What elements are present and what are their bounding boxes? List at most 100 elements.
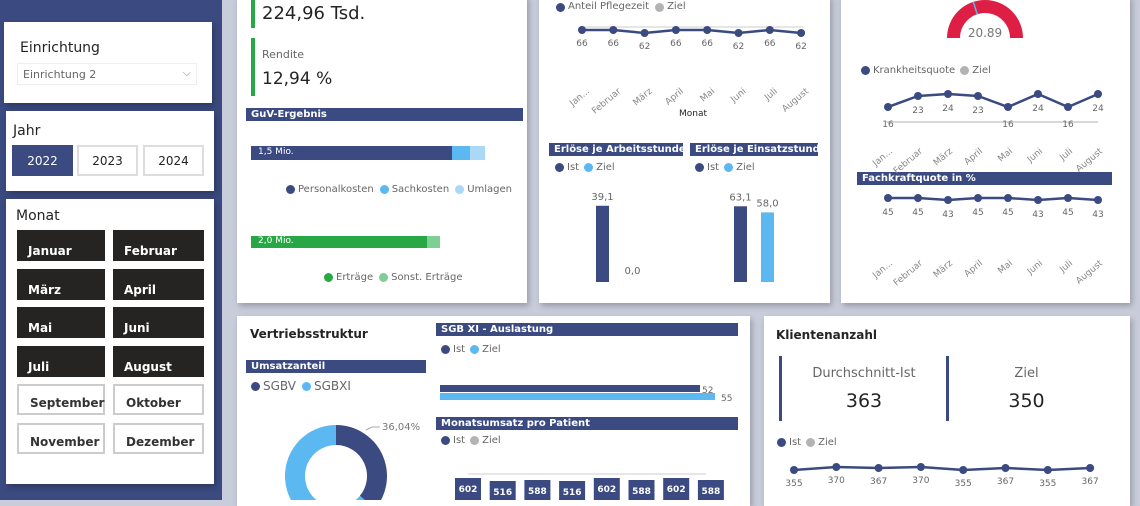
monatsumsatz-value: 516 [493,488,512,498]
klienten-point [959,466,968,474]
krankheit-legend: Krankheitsquote Ziel [861,65,991,76]
klienten-data-label: 370 [828,476,845,486]
cost-bar-label: 1,5 Mio. [258,147,294,157]
erloese-einsatz-data-label: 58,0 [756,198,778,209]
legend-ziel: Ziel [596,162,615,173]
pflegezeit-point [578,26,586,34]
legend-dot [324,273,333,282]
personalkosten-bar[interactable]: 1,5 Mio. [251,146,452,160]
fachkraft-point [914,194,922,202]
month-button-februar[interactable]: Februar [113,230,204,261]
pflegezeit-line [582,28,802,35]
pflegezeit-data-label: 66 [608,39,620,49]
donut-slice-sgbv [336,425,387,500]
month-button-april[interactable]: April [113,268,204,300]
fachkraft-header: Fachkraftquote in % [857,172,1112,185]
pflegezeit-x-tick: Jan... [568,87,592,110]
sonst-ertraege-bar[interactable] [427,236,440,248]
fachkraft-point [1094,196,1102,204]
pflegezeit-point [703,26,712,34]
ertraege-bar[interactable]: 2,0 Mio. [251,236,427,248]
krankheit-data-label: 23 [972,106,983,116]
einrichtung-label: Einrichtung [20,40,100,56]
month-button-januar[interactable]: Januar [17,230,105,261]
legend-dot [556,2,565,12]
monatsumsatz-box [559,481,586,500]
pflegezeit-point [797,29,806,37]
year-button-2022[interactable]: 2022 [12,145,73,176]
month-button-november[interactable]: November [17,422,105,454]
krankheit-data-label: 24 [1032,104,1044,114]
monatsumsatz-box [628,480,655,500]
legend-ziel: Ziel [972,65,991,76]
einrichtung-dropdown[interactable]: Einrichtung 2 ⌵ [17,63,197,85]
legend-dot [655,2,665,12]
fachkraft-point [1004,194,1012,202]
legend-ziel: Ziel [482,344,501,355]
jahr-label: Jahr [13,123,41,139]
month-button-mai[interactable]: Mai [17,307,105,338]
legend-umlagen: Umlagen [467,184,512,195]
monat-label: Monat [16,208,60,224]
legend-ist: Ist [567,162,580,173]
legend-dot [455,185,465,194]
gauge-arc [947,0,1023,38]
month-button-oktober[interactable]: Oktober [113,384,204,415]
legend-sonst-ertraege: Sonst. Erträge [391,272,463,283]
pflegezeit-data-label: 66 [764,39,776,49]
legend-sachkosten: Sachkosten [391,184,450,195]
sachkosten-bar[interactable] [452,146,470,160]
einrichtung-filter-card: Einrichtung Einrichtung 2 ⌵ [4,22,212,103]
krankheit-point [914,92,922,100]
pflegezeit-x-tick: April [664,87,686,108]
month-button-dezember[interactable]: Dezember [113,422,204,454]
month-button-september[interactable]: September [17,384,105,415]
month-button-juni[interactable]: Juni [113,307,204,338]
legend-ziel: Ziel [482,435,501,446]
pflegezeit-data-label: 62 [795,42,806,52]
donut-leader-line [365,426,380,431]
gauge-target-marker [972,1,978,15]
krankheit-x-tick: Februar [892,146,925,176]
legend-ist: Ist [789,437,802,448]
erloese-arbeit-data-label: 0,0 [625,266,641,277]
pflegezeit-x-tick: August [780,86,811,114]
fachkraft-x-tick: Mai [996,259,1015,277]
pflegezeit-point [734,29,743,37]
klienten-line [793,465,1091,472]
month-button-märz[interactable]: März [17,268,105,300]
fachkraft-x-tick: Februar [892,258,925,288]
legend-dot [441,345,450,354]
year-button-2024[interactable]: 2024 [143,145,204,176]
ziel-label: Ziel [1014,366,1039,381]
krankheit-point [1004,103,1012,111]
pflegezeit-x-tick: März [631,86,654,108]
klienten-point [1043,466,1052,474]
year-button-2023[interactable]: 2023 [77,145,138,176]
umsatzanteil-legend: SGBV SGBXI [251,379,351,393]
month-button-juli[interactable]: Juli [17,345,105,377]
legend-dot [960,66,970,75]
fachkraft-x-tick: August [1074,258,1105,286]
pflegezeit-data-label: 62 [733,42,744,52]
klienten-data-label: 355 [1039,479,1056,489]
monatsumsatz-value: 588 [632,487,651,497]
umlagen-bar[interactable] [470,146,485,160]
monatsumsatz-box [455,478,481,500]
fachkraft-x-tick: Juni [1025,259,1045,278]
umsatzanteil-header: Umsatzanteil [246,360,426,373]
auslastung-ist-bar [440,385,700,392]
krankheit-data-label: 16 [1002,120,1014,130]
cost-legend: Personalkosten Sachkosten Umlagen [286,184,512,195]
avg-ist-label: Durchschnitt-Ist [812,366,916,381]
monatsumsatz-legend: Ist Ziel [441,435,501,446]
legend-dot [379,185,389,194]
erloese-arbeit-bar [596,205,609,282]
monatsumsatz-value: 602 [597,485,616,495]
legend-anteil-pflegezeit: Anteil Pflegezeit [568,1,650,12]
legend-dot [806,438,816,447]
month-button-august[interactable]: August [113,345,204,377]
legend-ziel: Ziel [667,1,686,12]
monatsumsatz-box [489,481,516,500]
